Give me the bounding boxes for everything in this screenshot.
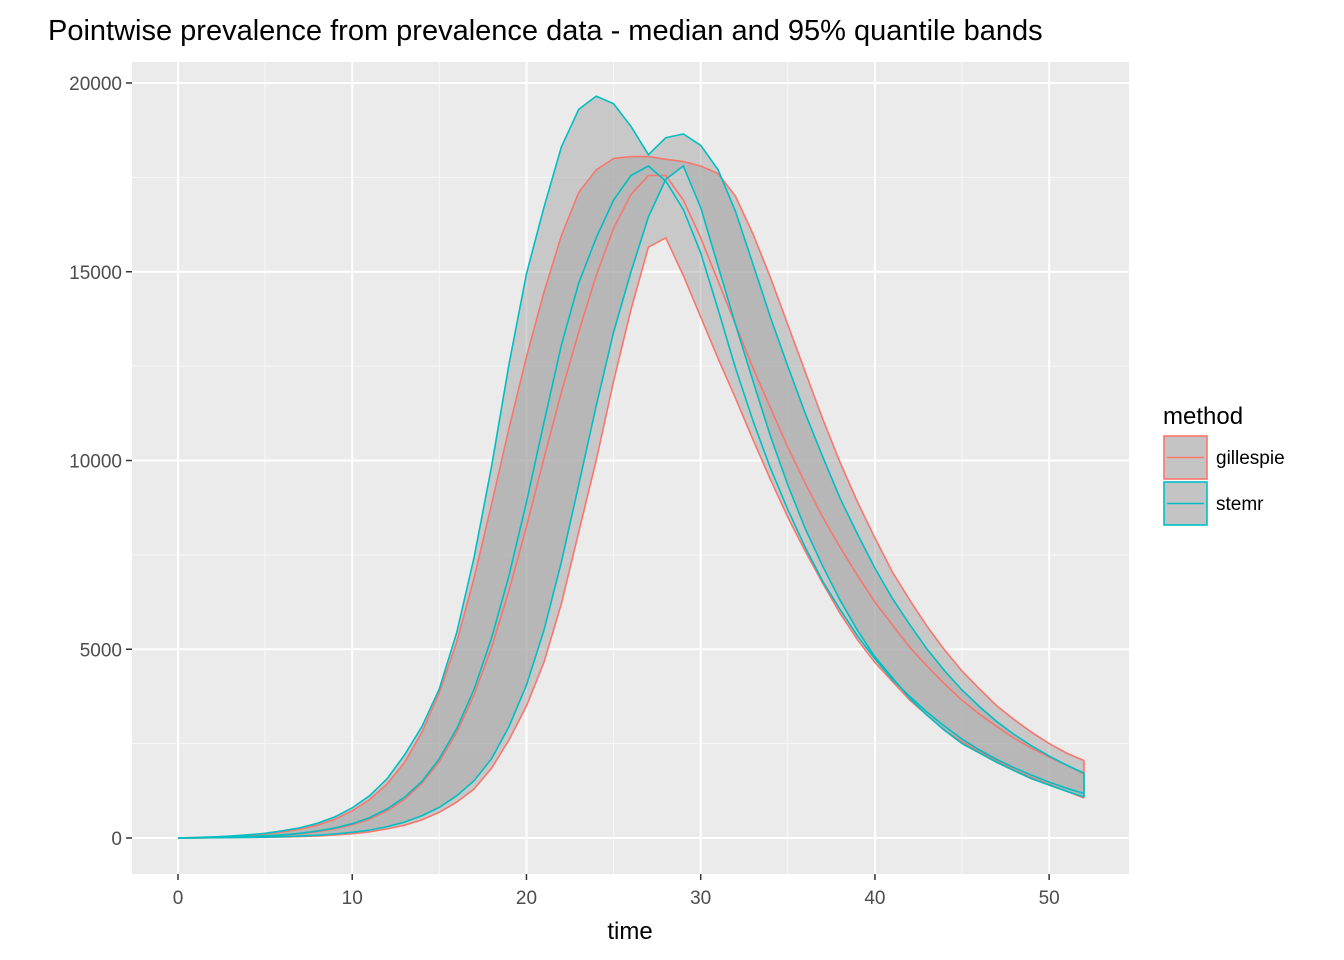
legend-title: method	[1163, 403, 1243, 430]
y-tick-label: 20000	[69, 74, 122, 95]
line-stemr-lower	[177, 164, 1085, 839]
line-gillespie-upper	[177, 155, 1085, 839]
legend-label-gillespie: gillespie	[1216, 448, 1285, 469]
chart-title: Pointwise prevalence from prevalence dat…	[48, 15, 1043, 47]
line-stemr-median	[177, 165, 1085, 839]
y-tick-label: 5000	[80, 640, 122, 661]
band-gillespie	[178, 156, 1084, 839]
y-tick-label: 10000	[69, 452, 122, 473]
major-gridlines	[132, 62, 1129, 874]
y-axis-ticks: 0 5000 10000 15000 20000	[69, 74, 132, 850]
legend-label-stemr: stemr	[1216, 494, 1264, 515]
quantile-bands	[178, 96, 1084, 839]
band-stemr	[178, 96, 1084, 838]
x-axis-ticks: 0 10 20 30 40 50	[173, 874, 1060, 909]
x-tick-label: 10	[342, 888, 363, 909]
x-tick-label: 40	[864, 888, 885, 909]
series-lines	[177, 95, 1085, 839]
x-tick-label: 20	[516, 888, 537, 909]
line-stemr-upper	[177, 95, 1085, 839]
x-tick-label: 50	[1039, 888, 1060, 909]
x-tick-label: 30	[690, 888, 711, 909]
x-tick-label: 0	[173, 888, 184, 909]
y-tick-label: 15000	[69, 263, 122, 284]
y-tick-label: 0	[111, 829, 122, 850]
legend: method gillespie stemr	[1163, 403, 1285, 526]
x-axis-label: time	[607, 918, 652, 945]
line-gillespie-median	[177, 174, 1085, 839]
